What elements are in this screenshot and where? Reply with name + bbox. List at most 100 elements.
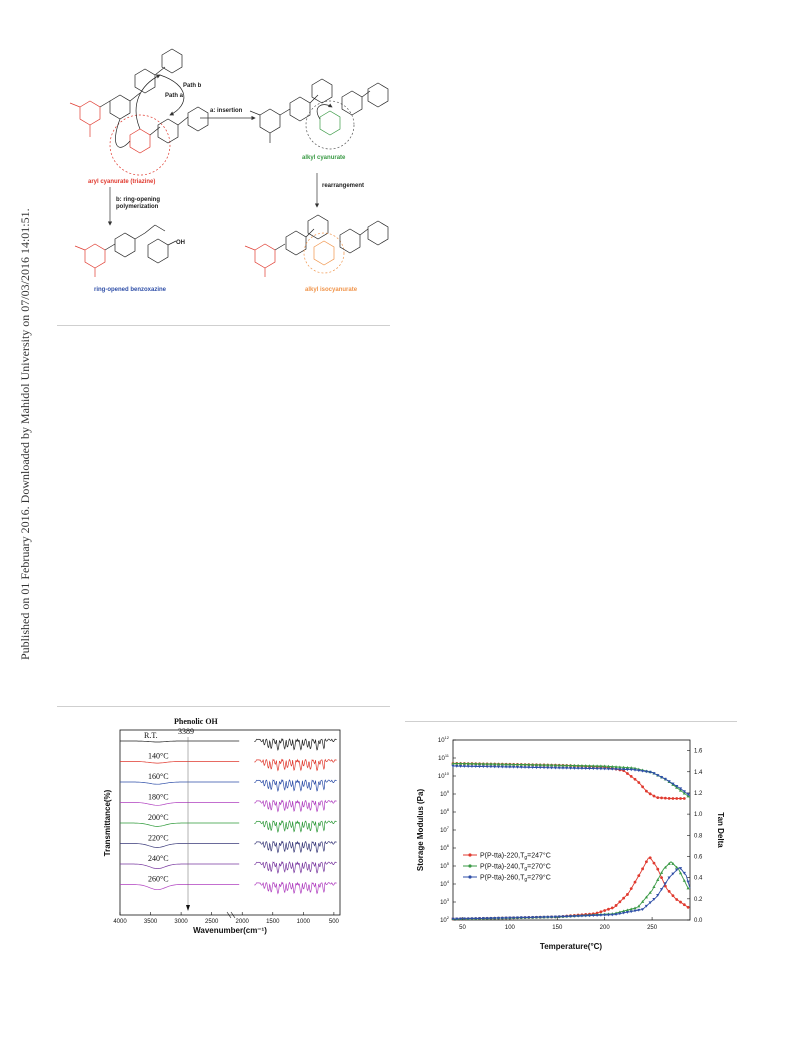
dma-marker [549,763,554,767]
dma-marker [633,777,637,781]
dma-marker [508,916,512,920]
dma-marker [474,762,478,765]
ftir-curve-fingerprint [254,861,337,875]
dma-marker [671,782,675,786]
dma-marker [614,765,618,769]
dma-marker [504,762,508,766]
reaction-scheme: Path a Path b aryl cyanurate (triazine) … [69,48,389,293]
dma-marker [519,916,523,920]
ftir-curve-high [120,802,240,806]
legend-label: P(P-tta)-240,Tg=270°C [480,863,551,873]
dma-marker [549,766,554,770]
dma-x-ticks: 50 100 150 200 250 [459,917,658,931]
alkyl-cyanurate-structure [249,78,389,150]
dma-marker [686,886,690,890]
dma-marker [485,917,489,920]
rop-label-1: b: ring-opening [116,197,160,203]
ftir-x-tick-label: 500 [329,919,340,925]
dma-marker [489,917,493,920]
dma-marker [675,797,679,800]
ftir-series-label: 240°C [148,854,169,863]
dma-marker [671,797,675,800]
dma-marker [622,765,626,769]
ftir-curve-high [120,843,240,848]
dma-marker [538,763,542,767]
dma-y-axis-title: Storage Modulus (Pa) [416,789,425,872]
dma-marker [682,797,686,800]
dma-marker [599,764,603,768]
dma-marker [477,917,482,921]
dma-marker [553,766,557,770]
dma-marker [618,768,622,771]
ftir-curve-fingerprint [254,738,337,752]
dma-marker [493,916,497,920]
ftir-curve-fingerprint [254,840,337,854]
ftir-curve-high [120,761,240,764]
dma-chart: 102 103 104 105 106 107 108 109 1010 1011 1012 0.0… [416,735,725,951]
dma-series [451,761,691,921]
dma-marker [599,767,603,771]
dma-right-tick-label: 0.6 [694,854,703,860]
dma-marker [576,914,580,918]
dma-marker [523,766,527,769]
dma-marker [667,876,671,880]
dma-marker [644,904,648,908]
ftir-chart: R.T.140°C160°C180°C200°C220°C240°C260°C … [103,717,341,935]
dma-marker [557,915,561,919]
dma-right-tick-label: 0.0 [694,918,703,924]
dma-marker [584,767,588,771]
dma-marker [622,896,626,900]
dma-marker [542,766,546,770]
dma-x-tick-label: 100 [505,925,516,931]
dma-marker [663,796,667,800]
dma-marker [523,762,527,766]
dma-marker [637,904,641,908]
dma-marker [641,900,645,903]
dma-marker [500,916,504,920]
dma-marker [474,765,478,769]
dma-marker [652,861,656,865]
dma-marker [538,916,542,919]
ftir-x-tick-label: 1500 [266,919,280,925]
dma-marker [572,767,576,770]
dma-left-tick-label: 105 [440,861,450,870]
dma-marker [531,916,535,919]
dma-marker [652,898,656,901]
dma-marker [606,913,611,917]
alkyl-isocyanurate-label: alkyl isocyanurate [305,287,358,293]
dma-marker [508,765,512,769]
aryl-cyanurate-structure [69,48,209,176]
ftir-x-tick-label: 2000 [236,919,250,925]
dma-left-tick-label: 106 [440,843,450,852]
dma-marker [580,767,584,770]
dma-marker [686,793,690,796]
dma-marker [652,772,656,775]
dma-marker [667,796,671,800]
dma-left-ticks: 102 103 104 105 106 107 108 109 1010 1011 1012 [438,735,456,924]
dma-marker [553,763,557,767]
legend-label: P(P-tta)-220,Tg=247°C [480,852,551,862]
dma-marker [496,765,501,769]
dma-marker [561,766,565,770]
ftir-x-tick-label: 3000 [174,919,188,925]
dma-marker [508,762,512,766]
dma-left-tick-label: 104 [440,879,450,888]
dma-marker [663,777,667,781]
dma-marker [568,915,573,918]
dma-marker [572,914,576,918]
dma-marker [485,762,489,766]
dma-marker [629,910,633,914]
dma-marker [451,917,455,921]
dma-marker [625,765,630,769]
dma-marker [659,871,664,874]
dma-marker [489,765,493,769]
dma-marker [584,764,588,767]
dma-marker [614,913,618,916]
dma-marker [493,762,497,766]
dma-marker [686,905,690,909]
dma-marker [553,915,557,919]
dma-marker [534,766,539,770]
dma-marker [644,770,648,774]
dma-marker [641,908,645,912]
dma-marker [542,915,546,919]
